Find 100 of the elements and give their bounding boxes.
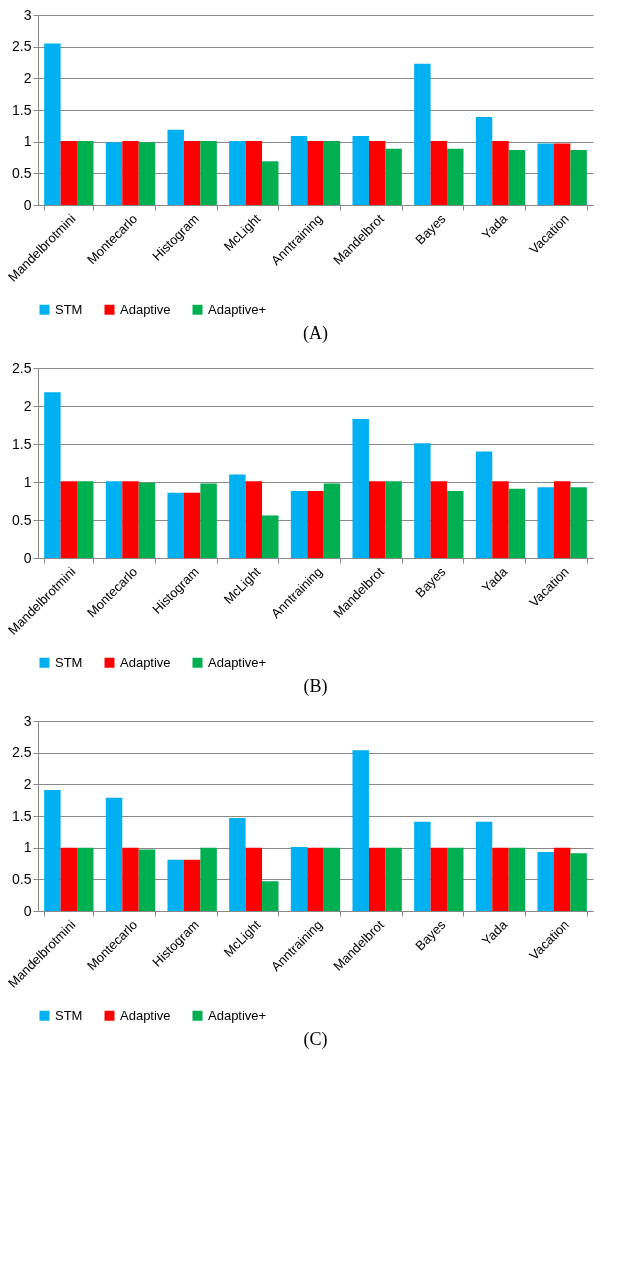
bar — [183, 141, 201, 205]
bar — [138, 482, 156, 558]
bar — [570, 149, 587, 205]
bar — [570, 853, 587, 911]
bar — [492, 481, 509, 558]
bar — [245, 481, 263, 558]
bar — [447, 491, 464, 558]
legend-label: Adaptive — [120, 654, 171, 670]
bar — [60, 141, 78, 205]
bar — [537, 143, 554, 205]
bar — [307, 141, 324, 205]
text: (C) — [303, 1029, 328, 1050]
y-tick-label: 1.5 — [12, 807, 32, 824]
bar — [508, 847, 526, 911]
bar — [77, 847, 94, 911]
y-tick-label: 1 — [23, 473, 32, 490]
bar — [508, 149, 526, 205]
legend-label: STM — [55, 1007, 83, 1023]
bar — [290, 135, 308, 205]
bar — [167, 129, 184, 205]
bar — [414, 443, 431, 558]
x-tick-label: Yada — [478, 563, 511, 596]
bar — [492, 847, 509, 911]
bar — [414, 63, 431, 205]
y-tick-label: 0.5 — [12, 164, 32, 181]
bar — [44, 43, 61, 205]
text: (A) — [303, 323, 328, 344]
bar — [262, 515, 279, 558]
y-tick-label: 2 — [23, 397, 32, 414]
bar — [290, 491, 308, 558]
bar — [183, 492, 201, 558]
bar — [122, 481, 139, 558]
bar — [323, 141, 341, 205]
bar — [537, 487, 554, 558]
y-tick-label: 2.5 — [12, 38, 32, 55]
bar — [138, 142, 156, 205]
bar — [430, 141, 448, 205]
bar — [323, 483, 341, 558]
bar — [352, 750, 369, 911]
bar — [290, 847, 308, 911]
bar — [553, 143, 571, 205]
y-tick-label: 2.5 — [12, 359, 32, 376]
bar — [245, 141, 263, 205]
legend-label: STM — [55, 301, 83, 317]
bar — [122, 141, 139, 205]
bar — [492, 141, 509, 205]
legend-label: STM — [55, 654, 83, 670]
y-tick-label: 0.5 — [12, 511, 32, 528]
bar — [245, 847, 263, 911]
bar — [537, 852, 554, 911]
bar — [44, 392, 61, 558]
bar — [105, 142, 123, 205]
y-tick-label: 0 — [23, 902, 32, 919]
y-tick-label: 1.5 — [12, 101, 32, 118]
bar — [475, 821, 493, 911]
bar — [229, 817, 246, 911]
bar — [385, 847, 402, 911]
legend-label: Adaptive — [120, 1007, 171, 1023]
bar — [167, 492, 184, 558]
bar — [385, 481, 402, 558]
bar — [430, 481, 448, 558]
bar — [385, 148, 402, 205]
y-tick-label: 2.5 — [12, 744, 32, 761]
bar — [122, 847, 139, 911]
bar — [352, 418, 369, 558]
bar — [77, 481, 94, 558]
legend-label: Adaptive+ — [208, 1007, 267, 1023]
bar — [44, 790, 61, 911]
bar — [414, 821, 431, 911]
y-tick-label: 1.5 — [12, 435, 32, 452]
bar — [138, 849, 156, 911]
y-tick-label: 0 — [23, 196, 32, 213]
bar — [200, 847, 217, 911]
bar — [307, 491, 324, 558]
bar — [447, 148, 464, 205]
y-tick-label: 2 — [23, 775, 32, 792]
bar — [200, 483, 217, 558]
bar — [508, 488, 526, 558]
bar — [60, 847, 78, 911]
bar — [570, 487, 587, 558]
y-tick-label: 1 — [23, 839, 32, 856]
bar — [167, 859, 184, 911]
bar — [60, 481, 78, 558]
bar — [200, 141, 217, 205]
y-tick-label: 2 — [23, 69, 32, 86]
x-tick-label: Yada — [478, 210, 511, 243]
bar — [77, 141, 94, 205]
y-tick-label: 3 — [23, 6, 32, 23]
bar — [368, 141, 386, 205]
bar — [430, 847, 448, 911]
x-tick-label: Yada — [478, 916, 511, 949]
bar — [352, 135, 369, 205]
text: (B) — [303, 676, 328, 697]
bar — [475, 116, 493, 205]
bar — [262, 881, 279, 911]
bar — [229, 141, 246, 205]
legend-label: Adaptive+ — [208, 654, 267, 670]
bar — [307, 847, 324, 911]
bar — [368, 847, 386, 911]
bar — [447, 847, 464, 911]
